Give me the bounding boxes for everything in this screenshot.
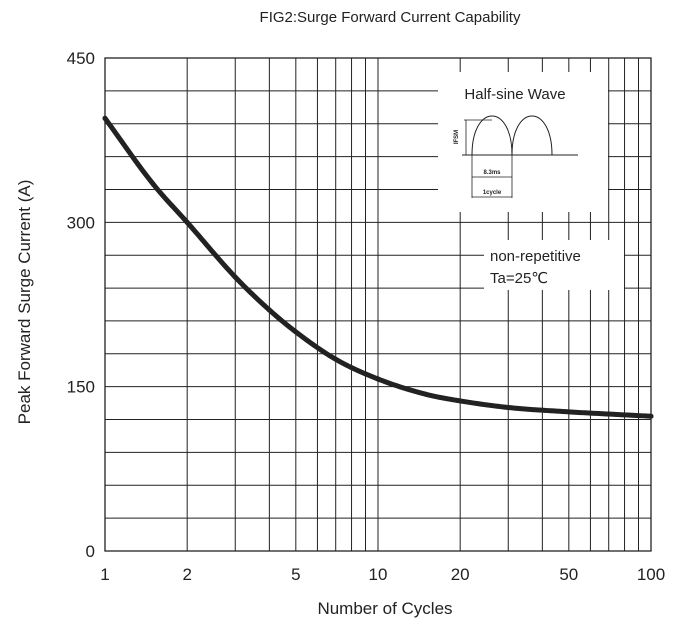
data-point [333,356,339,362]
inset-cycle-label: 1cycle [483,190,502,196]
condition-line-2: Ta=25℃ [490,270,548,287]
y-axis-label: Peak Forward Surge Current (A) [15,180,34,425]
data-point [184,219,190,225]
x-tick-label: 50 [559,565,578,584]
x-tick-label: 5 [291,565,300,584]
data-point [648,413,654,419]
x-tick-label: 2 [182,565,191,584]
x-axis-ticks: 1 2 5 10 20 50 100 [100,565,665,584]
data-point [423,391,429,397]
half-sine-inset: Half-sine Wave IFSM 8.3ms 1cycle [438,72,608,212]
y-tick-label: 0 [86,542,95,561]
x-tick-label: 100 [637,565,665,584]
data-point [606,411,612,417]
data-point [293,329,299,335]
x-tick-label: 10 [369,565,388,584]
data-point [505,404,511,410]
data-point [266,307,272,313]
y-tick-label: 450 [67,49,95,68]
data-point [150,181,156,187]
x-axis-label: Number of Cycles [317,599,452,618]
condition-line-1: non-repetitive [490,248,581,265]
inset-ifsm-label: IFSM [454,130,460,144]
surge-current-curve [102,115,654,419]
chart-title: FIG2:Surge Forward Current Capability [260,9,521,26]
y-axis-ticks: 0 150 300 450 [67,49,95,561]
y-tick-label: 150 [67,378,95,397]
data-point [457,398,463,404]
data-point [566,409,572,415]
condition-note: non-repetitive Ta=25℃ [484,240,624,290]
plot-frame [104,57,652,552]
inset-period-label: 8.3ms [483,170,501,176]
inset-wave-1 [471,115,513,156]
data-point [102,115,108,121]
data-point [375,376,381,382]
y-tick-label: 300 [67,213,95,232]
data-point [232,274,238,280]
x-tick-label: 20 [451,565,470,584]
inset-wave-2 [511,115,553,156]
series-layer [102,115,654,419]
x-tick-label: 1 [100,565,109,584]
inset-title: Half-sine Wave [464,86,565,103]
